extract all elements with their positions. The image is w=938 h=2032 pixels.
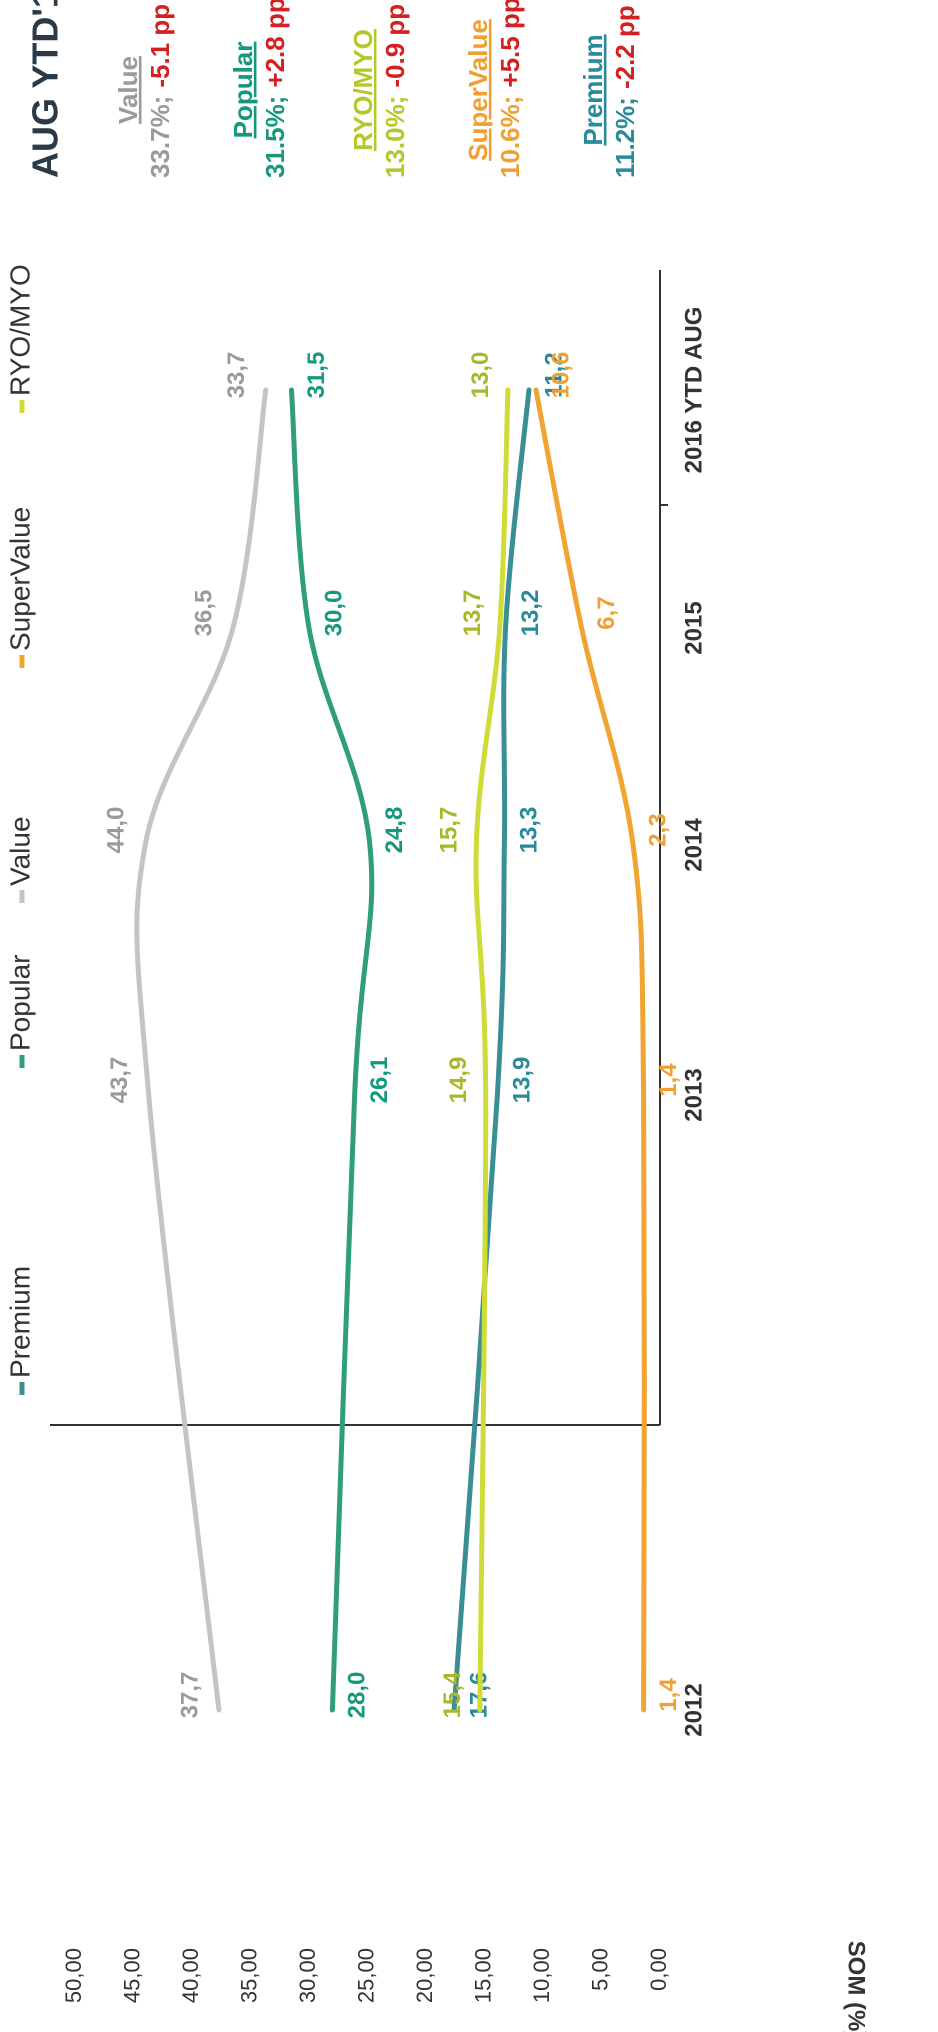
data-label: 44,0 <box>103 807 130 854</box>
data-label: 13,0 <box>467 352 494 399</box>
y-tick-label: 50,00 <box>61 1948 86 2003</box>
annotation-share: 33.7%; <box>145 96 175 178</box>
y-tick-label: 20,00 <box>412 1948 437 2003</box>
y-tick-label: 35,00 <box>236 1948 261 2003</box>
line <box>473 387 511 1713</box>
legend-label: Value <box>4 816 35 886</box>
y-tick-label: 30,00 <box>295 1948 320 2003</box>
data-label: 43,7 <box>106 1057 133 1104</box>
x-tick-label: 2015 <box>680 601 707 654</box>
annotation-share: 10.6%; <box>495 96 525 178</box>
data-label: 33,7 <box>223 352 250 399</box>
data-label: 13,9 <box>509 1057 536 1104</box>
line <box>451 387 532 1713</box>
annotation-change: +2.8 pp <box>260 0 290 88</box>
data-label: 30,0 <box>320 590 347 637</box>
annotation-value: 13.0%; -0.9 pp <box>380 4 410 178</box>
legend-label: Premium <box>4 1266 35 1378</box>
data-label: 31,5 <box>303 352 330 399</box>
legend-label: Popular <box>4 954 35 1051</box>
y-axis-label: SOM (%) <box>843 1941 870 2032</box>
annotation-change: +5.5 pp <box>495 0 525 88</box>
data-label: 10,6 <box>547 352 574 399</box>
y-tick-label: 5,00 <box>587 1948 612 1991</box>
annotation-change: -5.1 pp <box>145 4 175 88</box>
annotation-name: Value <box>113 56 143 124</box>
chart-title: AUG YTD'16 <box>25 0 66 178</box>
line <box>134 387 269 1713</box>
data-label: 15,7 <box>436 807 463 854</box>
data-label: 13,7 <box>459 590 486 637</box>
data-label: 2,3 <box>644 813 671 846</box>
y-tick-label: 10,00 <box>529 1948 554 2003</box>
data-label: 37,7 <box>176 1672 203 1719</box>
x-tick-label: 2012 <box>680 1683 707 1736</box>
y-tick-label: 15,00 <box>470 1948 495 2003</box>
data-label: 13,2 <box>517 590 544 637</box>
annotation-share: 13.0%; <box>380 96 410 178</box>
line <box>288 387 375 1713</box>
x-tick-label: 2014 <box>680 818 707 872</box>
annotation-name: Popular <box>228 42 258 139</box>
annotation-name: RYO/MYO <box>348 29 378 151</box>
annotation-name: SuperValue <box>463 19 493 161</box>
data-label: 26,1 <box>366 1057 393 1104</box>
line <box>533 387 647 1713</box>
data-label: 6,7 <box>593 596 620 629</box>
data-label: 1,4 <box>655 1678 682 1712</box>
data-label: 24,8 <box>381 807 408 854</box>
annotation-value: 31.5%; +2.8 pp <box>260 0 290 178</box>
annotation-value: 33.7%; -5.1 pp <box>145 4 175 178</box>
y-tick-label: 0,00 <box>646 1948 671 1991</box>
annotation-name: Premium <box>578 34 608 145</box>
annotation-change: -0.9 pp <box>380 4 410 88</box>
annotation-share: 11.2%; <box>610 97 640 178</box>
data-label: 15,4 <box>439 1671 466 1718</box>
y-tick-label: 45,00 <box>119 1948 144 2003</box>
legend-label: SuperValue <box>4 507 35 651</box>
data-label: 36,5 <box>190 590 217 637</box>
legend-label: RYO/MYO <box>4 264 35 396</box>
annotation-share: 31.5%; <box>260 96 290 178</box>
annotation-value: 11.2%; -2.2 pp <box>610 5 640 178</box>
data-label: 1,4 <box>655 1063 682 1097</box>
data-label: 13,3 <box>516 807 543 854</box>
data-label: 11,2 <box>540 352 567 397</box>
rotated-chart: AUG YTD'16 SOM (%) 0,00 5,00 10,00 15,00 20,… <box>4 0 869 2032</box>
annotation-value: 10.6%; +5.5 pp <box>495 0 525 178</box>
y-tick-label: 25,00 <box>353 1948 378 2003</box>
y-tick-label: 40,00 <box>178 1948 203 2003</box>
data-label: 14,9 <box>445 1057 472 1104</box>
data-label: 28,0 <box>344 1672 371 1719</box>
x-tick-label: 2016 YTD AUG <box>680 307 707 474</box>
annotation-change: -2.2 pp <box>610 5 640 89</box>
x-tick-label: 2013 <box>680 1068 707 1121</box>
